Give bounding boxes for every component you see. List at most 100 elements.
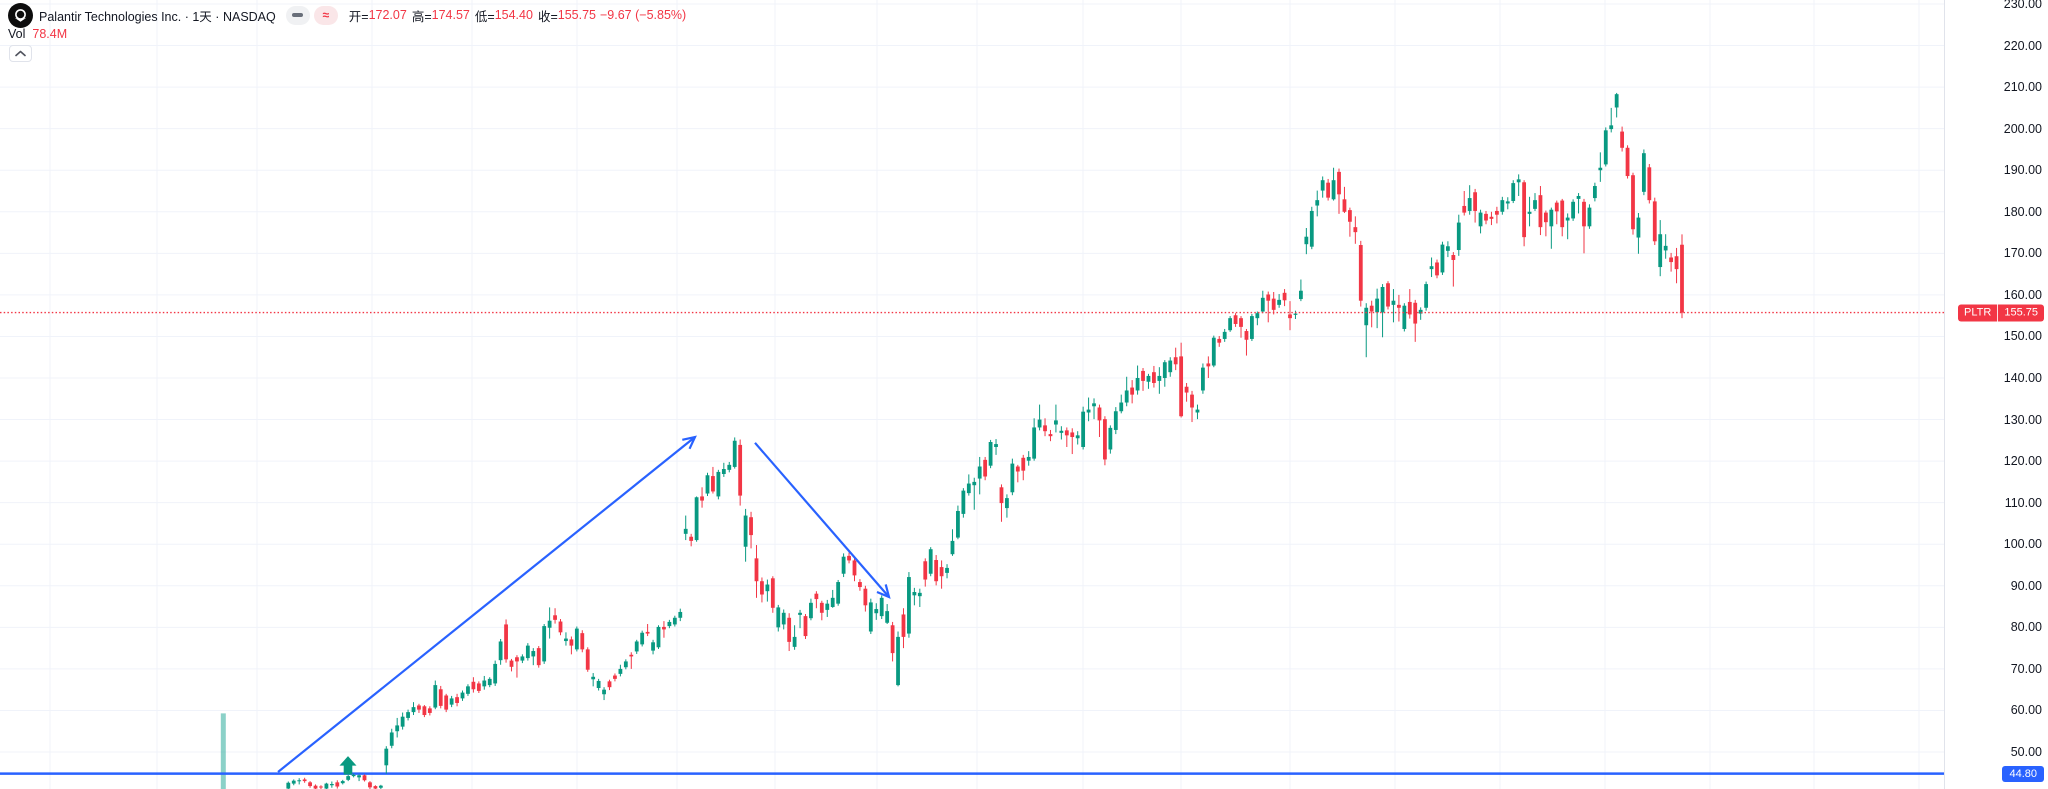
candle-down xyxy=(1386,281,1390,310)
candle-body xyxy=(787,617,792,642)
price-scale-axis[interactable]: 230.00 220.00 210.00 200.00 190.00 180.00 170.… xyxy=(1944,0,2048,789)
candle-down xyxy=(1064,427,1069,447)
candle-up xyxy=(1516,174,1521,196)
candle-down xyxy=(738,439,743,506)
trendline-down-arrow[interactable] xyxy=(754,442,891,599)
candle-up xyxy=(1576,193,1581,214)
candle-up xyxy=(1467,185,1472,215)
candle-body xyxy=(536,648,541,666)
chevron-up-icon xyxy=(15,50,26,57)
candle-up xyxy=(1549,207,1554,249)
candle-down xyxy=(1152,365,1156,388)
candle-down xyxy=(1674,247,1679,284)
candle-body xyxy=(651,642,655,651)
candle-body xyxy=(917,592,922,597)
candle-body xyxy=(1113,411,1118,430)
candle-body xyxy=(1320,180,1325,191)
candle-down xyxy=(1015,464,1020,483)
candle-body xyxy=(1527,211,1532,214)
collapse-legend-button[interactable] xyxy=(9,45,32,62)
candle-up xyxy=(956,505,960,540)
candle-up xyxy=(917,588,922,607)
candle-body xyxy=(319,786,323,788)
candle-body xyxy=(1190,394,1194,408)
candle-down xyxy=(1244,328,1249,356)
symbol-title[interactable]: Palantir Technologies Inc. · 1天 · NASDAQ xyxy=(39,6,276,25)
candle-down xyxy=(890,621,895,662)
candle-body xyxy=(1086,409,1091,413)
candle-down xyxy=(1271,291,1276,315)
candle-up xyxy=(885,604,890,625)
candle-body xyxy=(618,668,623,674)
candle-body xyxy=(585,649,590,670)
candle-body xyxy=(313,785,318,789)
candle-down xyxy=(1043,418,1047,437)
candle-down xyxy=(319,785,323,789)
candle-body xyxy=(912,592,917,596)
candle-up xyxy=(1320,176,1325,198)
candle-body xyxy=(1195,409,1200,413)
dash-icon xyxy=(292,13,304,17)
candle-body xyxy=(798,612,802,615)
trendline-up-arrow[interactable] xyxy=(277,435,697,773)
arrow-up-marker[interactable] xyxy=(339,756,357,775)
candle-up xyxy=(705,472,710,497)
candle-body xyxy=(966,483,971,494)
candle-up xyxy=(1108,425,1113,454)
candle-up xyxy=(781,609,786,630)
last-price-tag: PLTR 155.75 xyxy=(1958,304,2044,322)
candle-body xyxy=(1440,244,1445,273)
separator-dot: · xyxy=(184,9,189,24)
candle-up xyxy=(640,630,645,647)
candle-body xyxy=(1603,130,1608,165)
price-axis-label: 130.00 xyxy=(2003,412,2042,427)
candle-down xyxy=(934,555,939,586)
candle-body xyxy=(629,654,634,657)
candle-down xyxy=(852,558,857,582)
candle-body xyxy=(564,638,568,642)
candle-up xyxy=(487,677,492,688)
candle-body xyxy=(1407,301,1412,315)
candle-body xyxy=(1211,337,1216,366)
candle-down xyxy=(819,600,824,621)
candle-body xyxy=(1168,360,1173,373)
candle-body xyxy=(297,780,302,782)
candle-down xyxy=(1266,291,1271,323)
candle-down xyxy=(455,693,459,707)
candle-up xyxy=(912,587,917,606)
candle-down xyxy=(923,558,928,587)
price-axis-label: 50.00 xyxy=(2010,745,2042,759)
candle-body xyxy=(1598,167,1603,171)
candle-up xyxy=(1162,360,1167,387)
candle-down xyxy=(1435,259,1439,279)
candle-body xyxy=(836,582,841,604)
candle-down xyxy=(1484,210,1488,225)
candle-up xyxy=(1211,335,1216,368)
candle-body xyxy=(1522,182,1527,238)
candle-up xyxy=(623,659,628,670)
candle-up xyxy=(1505,197,1510,210)
candle-body xyxy=(1396,304,1401,308)
candle-up xyxy=(1380,284,1385,338)
candle-body xyxy=(547,620,552,628)
candle-body xyxy=(1565,217,1570,221)
candle-down xyxy=(558,619,563,636)
candle-body xyxy=(1636,217,1641,238)
candle-body xyxy=(498,641,503,661)
interval-label: 1天 xyxy=(192,9,212,24)
candle-body xyxy=(1048,434,1053,437)
market-status-badge[interactable] xyxy=(285,5,310,25)
candle-body xyxy=(754,558,759,582)
price-axis-label: 190.00 xyxy=(2003,163,2042,178)
candle-body xyxy=(1135,378,1140,391)
delayed-data-badge[interactable]: ≈ xyxy=(313,5,338,25)
candle-body xyxy=(1489,216,1494,219)
candle-body xyxy=(1641,153,1646,192)
candle-body xyxy=(1157,375,1162,381)
candle-body xyxy=(1260,297,1265,312)
candle-down xyxy=(1647,163,1652,204)
candle-body xyxy=(928,549,933,574)
symbol-title-row[interactable]: Palantir Technologies Inc. · 1天 · NASDAQ… xyxy=(8,2,686,28)
candle-body xyxy=(1130,387,1135,395)
